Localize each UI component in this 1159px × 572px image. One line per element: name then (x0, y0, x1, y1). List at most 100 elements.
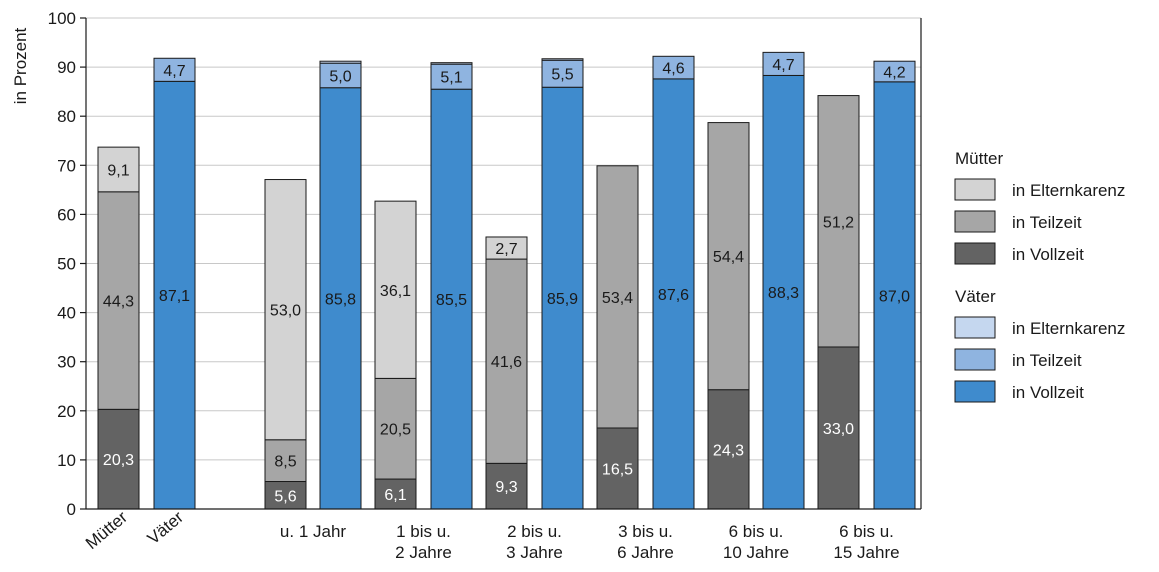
x-category-label-line: 2 Jahre (395, 543, 452, 562)
data-label: 51,2 (823, 214, 854, 231)
x-category-label: Mütter (82, 507, 131, 553)
y-tick-label: 20 (57, 402, 76, 421)
x-category-label: 1 bis u. 2 Jahre (395, 522, 452, 562)
y-tick-label: 100 (48, 9, 76, 28)
y-tick-label: 50 (57, 255, 76, 274)
bar-segment-m-voll (596, 427, 639, 510)
bar-segment-v-teil (652, 55, 695, 80)
bar-segment-m-teil (97, 191, 140, 410)
y-tick-label: 70 (57, 156, 76, 175)
x-category-label-line: 6 bis u. (839, 522, 894, 541)
bar-segment-m-voll (817, 346, 860, 510)
bar-segment-m-karenz (97, 146, 140, 193)
y-tick-label: 0 (67, 500, 76, 519)
data-label: 5,6 (274, 488, 296, 505)
bars: 20,3 44,3 9,1 87,1 4,7 5,6 8,5 53,0 85,8 5,0 6,1 20… (97, 51, 916, 510)
x-category-label-line: 2 bis u. (507, 522, 562, 541)
legend-label: in Elternkarenz (1012, 181, 1125, 200)
x-category-label-line: 10 Jahre (723, 543, 789, 562)
legend: Mütter in Elternkarenz in Teilzeit in Vollz… (954, 149, 1125, 403)
data-label: 20,5 (380, 422, 411, 439)
data-label: 9,1 (107, 162, 129, 179)
bar-segment-m-voll (264, 481, 307, 510)
bar-muetter: 9,3 41,6 2,7 (485, 236, 528, 510)
bar-segment-v-voll (652, 78, 695, 510)
y-tick-label: 30 (57, 353, 76, 372)
x-category-label: 6 bis u. 10 Jahre (723, 522, 789, 562)
data-label: 41,6 (491, 354, 522, 371)
bar-muetter: 20,3 44,3 9,1 (97, 146, 140, 510)
legend-swatch (954, 380, 996, 403)
y-tick-label: 10 (57, 451, 76, 470)
bar-segment-m-teil (264, 439, 307, 483)
bar-segment-m-karenz (374, 200, 417, 379)
bar-segment-m-voll (707, 389, 750, 510)
data-label: 33,0 (823, 421, 854, 438)
data-label: 4,7 (772, 57, 794, 74)
legend-swatch (954, 210, 996, 233)
legend-label: in Teilzeit (1012, 213, 1082, 232)
x-category-label-line: 6 Jahre (617, 543, 674, 562)
x-category-label-line: u. 1 Jahr (280, 522, 346, 541)
data-label: 54,4 (713, 249, 744, 266)
data-label: 4,7 (163, 63, 185, 80)
x-category-label-line: 1 bis u. (396, 522, 451, 541)
x-category-label-line: 3 Jahre (506, 543, 563, 562)
data-label: 85,9 (547, 291, 578, 308)
data-label: 24,3 (713, 442, 744, 459)
data-label: 6,1 (384, 487, 406, 504)
legend-swatch (954, 348, 996, 371)
bar-segment-v-teil (873, 60, 916, 83)
y-tick-labels: 0 10 20 30 40 50 60 70 80 90 100 (48, 9, 86, 519)
data-label: 20,3 (103, 452, 134, 469)
legend-swatch (954, 316, 996, 339)
bar-vaeter: 85,5 5,1 (430, 62, 473, 510)
data-label: 5,0 (329, 68, 351, 85)
x-category-label: 2 bis u. 3 Jahre (506, 522, 563, 562)
data-label: 9,3 (495, 479, 517, 496)
bar-segment-v-teil (762, 51, 805, 76)
x-category-label-line: 3 bis u. (618, 522, 673, 541)
y-tick-label: 80 (57, 107, 76, 126)
bar-segment-m-karenz (485, 236, 528, 260)
legend-swatch (954, 178, 996, 201)
data-label: 4,6 (662, 61, 684, 78)
data-label: 44,3 (103, 294, 134, 311)
bar-segment-m-teil (596, 165, 639, 429)
y-tick-label: 40 (57, 304, 76, 323)
x-category-label-line: 6 bis u. (729, 522, 784, 541)
y-axis-label: in Prozent (11, 27, 30, 104)
bar-segment-m-teil (485, 258, 528, 464)
x-category-label-line: 15 Jahre (833, 543, 899, 562)
legend-label: in Elternkarenz (1012, 319, 1125, 338)
bar-segment-m-voll (485, 462, 528, 510)
y-tick-label: 60 (57, 205, 76, 224)
data-label: 85,5 (436, 292, 467, 309)
data-label: 53,4 (602, 290, 633, 307)
bar-segment-v-karenz (319, 60, 362, 64)
bar-segment-m-teil (817, 95, 860, 348)
data-label: 87,1 (159, 288, 190, 305)
data-label: 36,1 (380, 283, 411, 300)
data-label: 87,0 (879, 288, 910, 305)
data-label: 87,6 (658, 287, 689, 304)
bar-segment-v-voll (153, 80, 196, 510)
bar-vaeter: 87,0 4,2 (873, 60, 916, 510)
data-label: 2,7 (495, 241, 517, 258)
bar-segment-v-voll (430, 88, 473, 510)
x-category-label: u. 1 Jahr (280, 522, 346, 541)
data-label: 5,1 (440, 70, 462, 87)
legend-group-title: Väter (955, 287, 996, 306)
legend-swatch (954, 242, 996, 265)
bar-segment-v-voll (319, 87, 362, 510)
data-label: 85,8 (325, 291, 356, 308)
category-labels: Mütter Väter u. 1 Jahr 1 bis u. 2 Jahre 2 bis… (82, 507, 900, 562)
bar-muetter: 33,0 51,2 (817, 95, 860, 510)
bar-segment-v-teil (153, 57, 196, 82)
bar-segment-m-karenz (264, 179, 307, 441)
x-category-label: 3 bis u. 6 Jahre (617, 522, 674, 562)
bar-segment-v-teil (430, 63, 473, 90)
data-label: 5,5 (551, 67, 573, 84)
x-category-label: Väter (144, 507, 188, 548)
